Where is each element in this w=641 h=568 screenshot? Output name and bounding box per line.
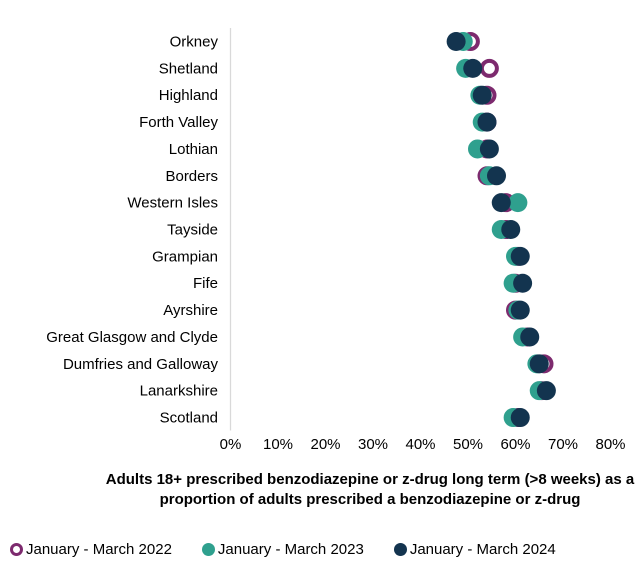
category-label: Dumfries and Galloway bbox=[63, 356, 219, 373]
filled-circle-icon bbox=[201, 543, 215, 556]
category-label: Highland bbox=[159, 87, 218, 104]
data-point-series-3 bbox=[536, 381, 556, 401]
category-label: Lothian bbox=[169, 141, 218, 158]
data-point-series-1 bbox=[479, 58, 499, 78]
data-point-series-3 bbox=[487, 166, 506, 186]
category-label: Fife bbox=[193, 275, 218, 292]
filled-circle-icon bbox=[393, 543, 407, 556]
x-axis-tick-label: 80% bbox=[595, 436, 625, 453]
data-point-series-3 bbox=[477, 112, 497, 132]
legend-item-1: January - March 2022 bbox=[10, 541, 172, 558]
x-axis-tick-label: 50% bbox=[453, 436, 483, 453]
x-axis-tick-label: 60% bbox=[500, 436, 530, 453]
legend-label: January - March 2024 bbox=[409, 541, 556, 558]
category-label: Forth Valley bbox=[139, 114, 218, 131]
x-axis-tick-label: 40% bbox=[405, 436, 435, 453]
chart-title: Adults 18+ prescribed benzodiazepine or … bbox=[105, 471, 635, 509]
category-label: Lanarkshire bbox=[140, 383, 218, 400]
legend-item-3: January - March 2024 bbox=[393, 541, 556, 558]
data-point-series-3 bbox=[510, 300, 530, 320]
x-axis-tick-label: 70% bbox=[548, 436, 578, 453]
data-point-series-3 bbox=[513, 273, 533, 293]
x-axis-tick-label: 0% bbox=[220, 436, 242, 453]
legend-item-2: January - March 2023 bbox=[201, 541, 364, 558]
legend-label: January - March 2023 bbox=[217, 541, 364, 558]
open-circle-icon bbox=[10, 543, 23, 556]
chart-legend: January - March 2022 January - March 2023… bbox=[10, 541, 641, 558]
x-axis-tick-label: 30% bbox=[358, 436, 388, 453]
data-point-series-3 bbox=[510, 408, 530, 428]
x-axis-tick-label: 20% bbox=[310, 436, 340, 453]
category-label: Grampian bbox=[152, 248, 218, 265]
category-label: Ayrshire bbox=[163, 302, 218, 319]
data-point-series-3 bbox=[501, 220, 521, 240]
data-point-series-2 bbox=[508, 193, 528, 213]
data-point-series-3 bbox=[463, 58, 483, 78]
data-point-series-3 bbox=[529, 354, 549, 374]
data-point-series-3 bbox=[446, 32, 466, 51]
category-label: Orkney bbox=[170, 34, 219, 51]
data-point-series-3 bbox=[510, 246, 530, 266]
category-label: Scotland bbox=[160, 410, 218, 427]
data-point-series-3 bbox=[491, 193, 511, 213]
data-point-series-3 bbox=[520, 327, 540, 347]
data-point-series-3 bbox=[472, 85, 492, 105]
category-label: Shetland bbox=[159, 60, 218, 77]
legend-label: January - March 2022 bbox=[26, 541, 172, 558]
data-point-series-3 bbox=[479, 139, 499, 159]
category-label: Tayside bbox=[167, 222, 218, 239]
category-label: Western Isles bbox=[127, 195, 218, 212]
x-axis-tick-label: 10% bbox=[263, 436, 293, 453]
dot-plot-svg: Orkney Shetland Highland Forth Valley Lothia… bbox=[46, 28, 626, 453]
category-label: Borders bbox=[165, 168, 218, 185]
category-label: Great Glasgow and Clyde bbox=[46, 329, 218, 346]
